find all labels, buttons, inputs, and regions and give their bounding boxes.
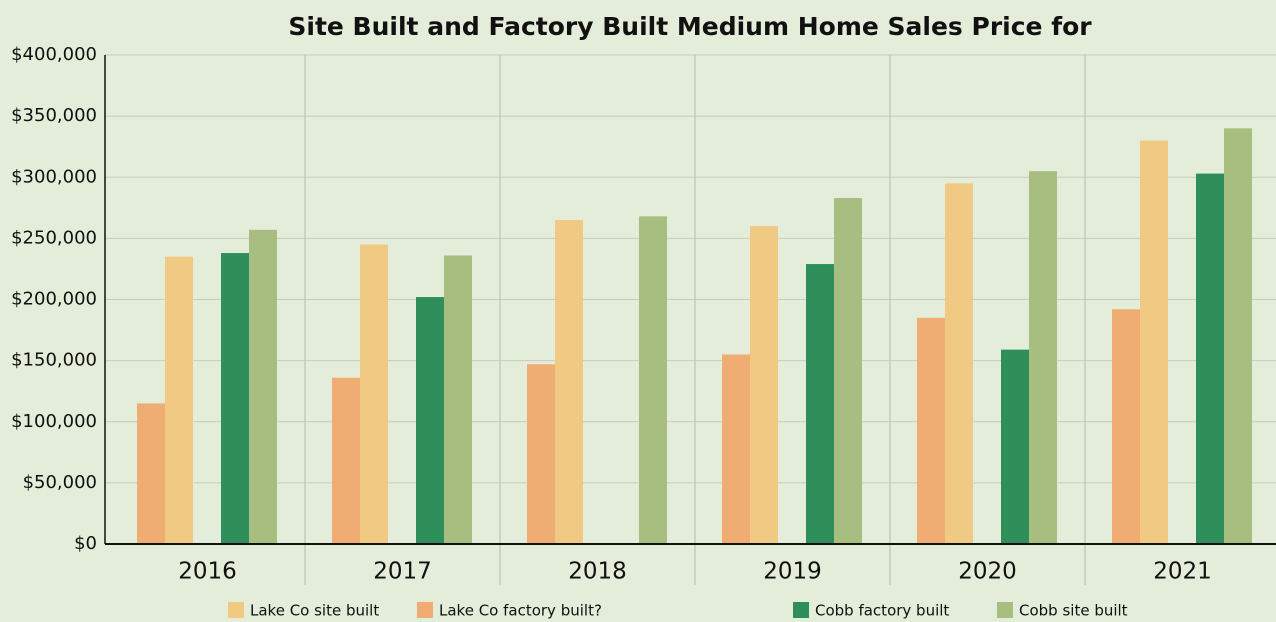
legend-label: Lake Co site built bbox=[250, 602, 379, 620]
bar bbox=[806, 264, 834, 544]
y-tick-label: $250,000 bbox=[11, 227, 97, 248]
bar bbox=[444, 255, 472, 545]
legend-label: Cobb site built bbox=[1019, 602, 1128, 620]
y-tick-label: $50,000 bbox=[23, 472, 97, 493]
legend-swatch bbox=[793, 602, 809, 618]
bar bbox=[221, 253, 249, 545]
x-tick-label: 2018 bbox=[568, 559, 627, 585]
bar bbox=[360, 244, 388, 545]
chart-title: Site Built and Factory Built Medium Home… bbox=[288, 12, 1092, 41]
bar bbox=[1112, 309, 1140, 544]
x-tick-label: 2019 bbox=[763, 559, 822, 585]
y-tick-label: $100,000 bbox=[11, 411, 97, 432]
bar bbox=[750, 226, 778, 544]
bar bbox=[722, 354, 750, 544]
bar bbox=[249, 229, 277, 544]
x-tick-label: 2016 bbox=[178, 559, 237, 585]
y-tick-label: $300,000 bbox=[11, 166, 97, 187]
x-tick-label: 2021 bbox=[1153, 559, 1212, 585]
y-tick-label: $150,000 bbox=[11, 350, 97, 371]
legend-label: Lake Co factory built? bbox=[439, 602, 602, 620]
bar bbox=[1001, 349, 1029, 544]
y-tick-label: $0 bbox=[74, 533, 97, 554]
bar bbox=[527, 364, 555, 544]
bar bbox=[416, 297, 444, 544]
y-tick-label: $400,000 bbox=[11, 44, 97, 65]
bar bbox=[332, 377, 360, 544]
bar bbox=[1029, 171, 1057, 544]
bar bbox=[834, 198, 862, 544]
legend-label: Cobb factory built bbox=[815, 602, 949, 620]
bar bbox=[1196, 173, 1224, 544]
legend-swatch bbox=[997, 602, 1013, 618]
bar bbox=[639, 216, 667, 544]
bar bbox=[917, 317, 945, 544]
x-tick-label: 2020 bbox=[958, 559, 1017, 585]
x-tick-label: 2017 bbox=[373, 559, 432, 585]
legend-swatch bbox=[228, 602, 244, 618]
legend-swatch bbox=[417, 602, 433, 618]
bar bbox=[165, 256, 193, 544]
bar bbox=[555, 220, 583, 544]
bar bbox=[945, 183, 973, 545]
y-tick-label: $350,000 bbox=[11, 105, 97, 126]
bar bbox=[1140, 140, 1168, 544]
bar bbox=[1224, 128, 1252, 544]
y-tick-label: $200,000 bbox=[11, 289, 97, 310]
bar bbox=[137, 403, 165, 544]
